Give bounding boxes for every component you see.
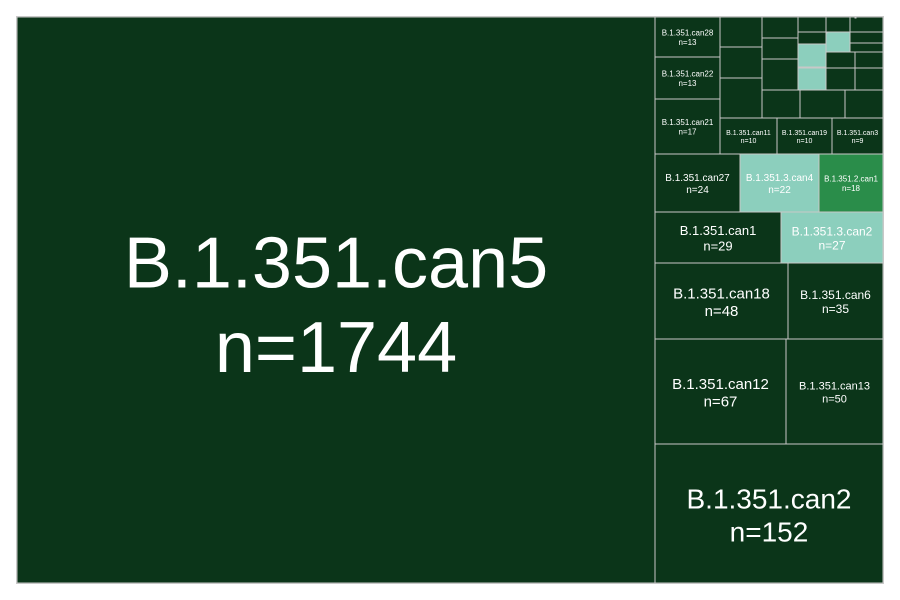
treemap-tile-unlabeled [849, 42, 884, 53]
treemap-tile-unlabeled [825, 67, 856, 91]
treemap-tile-unlabeled [719, 16, 763, 48]
tile-label-name: B.1.351.can1 [680, 223, 757, 238]
tile-label-name: B.1.351.3.can4 [746, 173, 814, 184]
tile-label-name: B.1.351.can2 [686, 484, 851, 515]
tile-label-name: B.1.351.can19 [782, 130, 827, 137]
treemap-tile-unlabeled [849, 31, 884, 44]
treemap-tile-rect [654, 262, 789, 340]
tile-label-count: n=50 [822, 394, 847, 406]
tile-label-name: B.1.351.can6 [800, 288, 871, 302]
treemap-tile-rect [654, 211, 782, 264]
tile-label-count: n=18 [842, 184, 861, 193]
treemap-tile-unlabeled [844, 89, 884, 119]
treemap-tile-rect [818, 153, 884, 213]
tile-label-name: B.1.351.can13 [799, 381, 870, 393]
treemap-tile-unlabeled [849, 16, 884, 33]
treemap-tile-rect [654, 153, 741, 213]
tile-label-count: n=1744 [215, 308, 457, 388]
treemap-tile-rect [654, 16, 721, 58]
treemap-tile-unlabeled [761, 58, 799, 91]
tile-label-count: n=152 [730, 517, 809, 548]
tile-label-count: n=27 [818, 239, 845, 253]
treemap-tile-rect [831, 117, 884, 155]
treemap-tile-unlabeled [797, 43, 827, 68]
tile-label-count: n=17 [678, 128, 697, 137]
tile-label-count: n=48 [705, 303, 739, 320]
treemap-tile-unlabeled [854, 16, 857, 19]
treemap-tile-unlabeled [719, 77, 763, 119]
treemap-tile-unlabeled [799, 89, 846, 119]
tile-label-count: n=24 [686, 185, 709, 196]
treemap-tile-unlabeled [825, 31, 828, 34]
treemap-tile-rect [654, 98, 721, 155]
treemap-tile-unlabeled [854, 51, 884, 69]
treemap-tile-unlabeled [761, 37, 799, 60]
tile-label-name: B.1.351.can11 [726, 130, 771, 137]
tile-label-name: B.1.351.can21 [662, 118, 714, 127]
treemap-tile-unlabeled [797, 31, 827, 45]
tile-label-count: n=13 [678, 79, 697, 88]
tile-label-name: B.1.351.can5 [124, 223, 548, 303]
tile-label-name: B.1.351.can27 [665, 173, 730, 184]
tile-label-name: B.1.351.can22 [662, 70, 714, 79]
tile-label-name: B.1.351.can28 [662, 29, 714, 38]
treemap-tile-rect [787, 262, 884, 340]
treemap-tile-unlabeled [825, 31, 851, 53]
treemap-tile-unlabeled [761, 16, 799, 39]
tile-label-count: n=10 [741, 138, 757, 145]
tile-label-name: B.1.351.2.can1 [824, 175, 878, 184]
tile-label-name: B.1.351.can3 [837, 130, 878, 137]
treemap-tile-rect [16, 16, 656, 584]
tile-label-name: B.1.351.can12 [672, 376, 769, 393]
treemap-tile-rect [776, 117, 833, 155]
treemap-tile-unlabeled [854, 67, 884, 91]
treemap-tile-unlabeled [761, 89, 801, 119]
treemap-tile-unlabeled [825, 16, 851, 33]
treemap-tile-rect [780, 211, 884, 264]
treemap-tile-rect [654, 338, 787, 445]
tile-label-count: n=13 [678, 38, 697, 47]
treemap-tile-rect [785, 338, 884, 445]
treemap-tile-unlabeled [797, 67, 827, 91]
tile-label-count: n=10 [797, 138, 813, 145]
treemap-tile-unlabeled [719, 46, 763, 79]
tile-label-count: n=22 [768, 185, 791, 196]
tile-label-name: B.1.351.3.can2 [792, 224, 873, 238]
treemap-tile-rect [719, 117, 778, 155]
treemap-tile-rect [654, 56, 721, 100]
treemap-tile-unlabeled [797, 16, 827, 33]
tile-label-count: n=67 [704, 394, 738, 411]
treemap-tile-unlabeled [825, 51, 856, 69]
tile-label-count: n=35 [822, 302, 849, 316]
tile-label-name: B.1.351.can18 [673, 285, 770, 302]
tile-label-count: n=29 [703, 239, 732, 254]
tile-label-count: n=9 [852, 138, 864, 145]
